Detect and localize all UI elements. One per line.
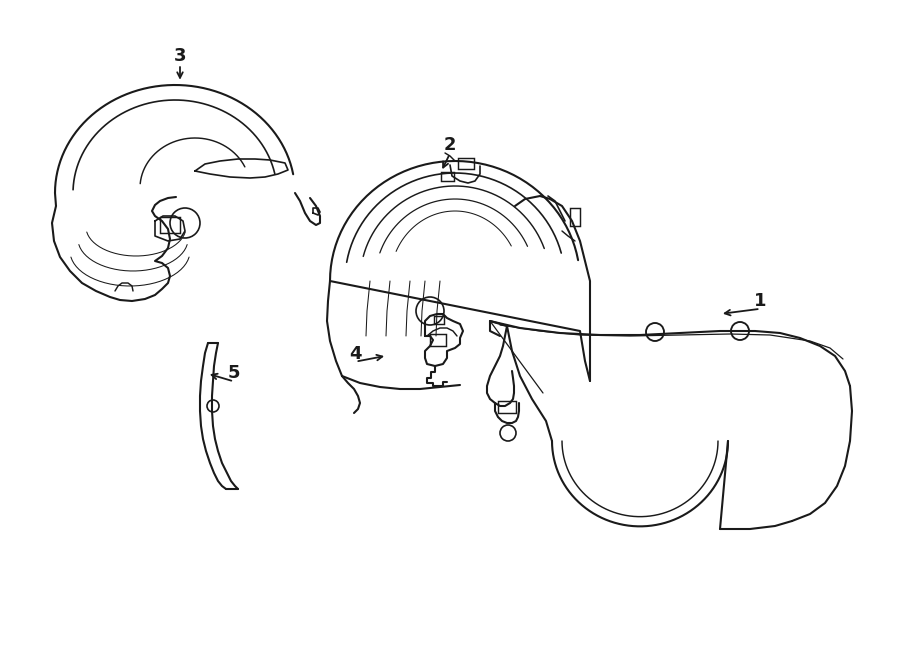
Bar <box>434 316 444 324</box>
Text: 5: 5 <box>228 364 240 383</box>
Bar <box>458 158 474 169</box>
Bar <box>441 172 454 181</box>
Bar <box>570 208 580 226</box>
Text: 3: 3 <box>174 47 186 65</box>
Text: 4: 4 <box>349 344 362 363</box>
Bar <box>498 401 516 413</box>
Bar <box>160 217 180 233</box>
Text: 1: 1 <box>754 292 767 310</box>
Bar <box>430 334 446 346</box>
Text: 2: 2 <box>444 136 456 155</box>
